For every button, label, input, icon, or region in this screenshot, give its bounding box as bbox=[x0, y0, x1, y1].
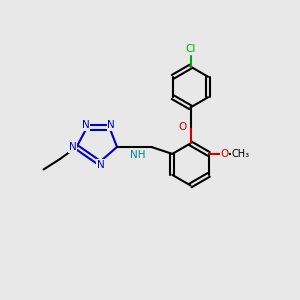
Text: N: N bbox=[82, 120, 89, 130]
Text: O: O bbox=[220, 149, 228, 159]
Text: Cl: Cl bbox=[185, 44, 196, 55]
Text: N: N bbox=[107, 120, 115, 130]
Text: N: N bbox=[69, 142, 76, 152]
Text: O: O bbox=[178, 122, 186, 132]
Text: CH₃: CH₃ bbox=[232, 149, 250, 159]
Text: N: N bbox=[97, 160, 104, 170]
Text: NH: NH bbox=[130, 150, 145, 161]
